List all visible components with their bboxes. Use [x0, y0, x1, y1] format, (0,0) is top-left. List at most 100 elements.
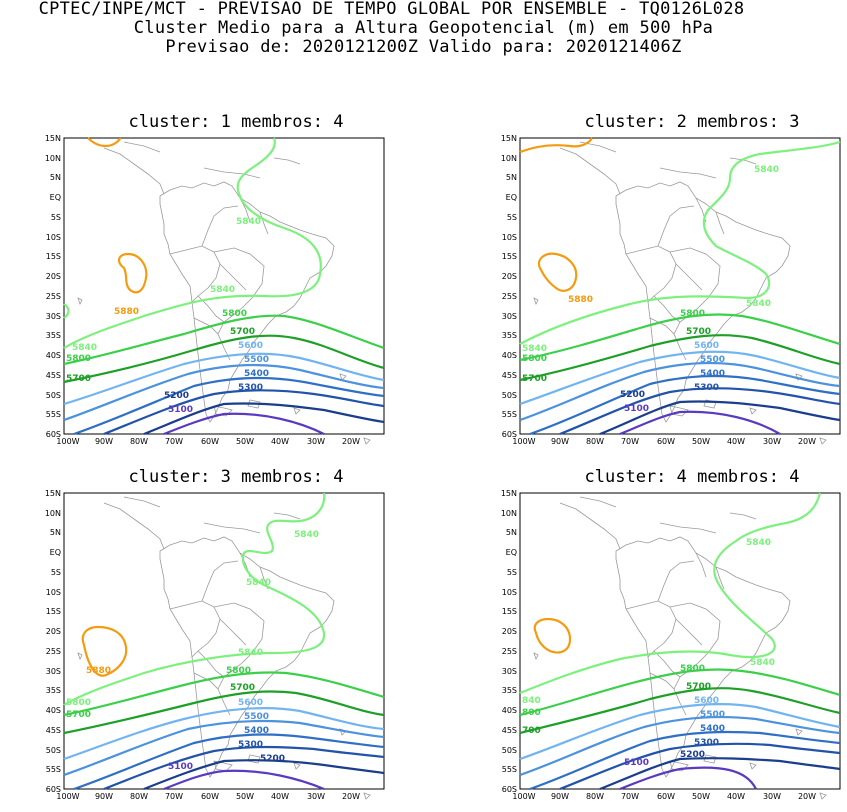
lat-tick-label: 30S [46, 312, 61, 321]
lat-tick-label: 5S [51, 568, 61, 577]
contour-label: 5800 [222, 309, 247, 319]
lon-tick-label: 70W [621, 792, 639, 801]
map-plot: 5880 5840 5840 5840 5800 5800 5700 5700 … [501, 134, 841, 446]
contour-5500 [519, 716, 841, 777]
contour-5840 [63, 492, 326, 706]
panel-title: cluster: 1 membros: 4 [128, 112, 344, 132]
lat-tick-label: 25S [502, 292, 517, 301]
lon-tick-label: 40W [727, 437, 745, 446]
lat-tick-label: 15N [501, 489, 517, 498]
lat-tick-label: 5S [507, 568, 517, 577]
lat-tick-label: 5N [506, 173, 517, 182]
lon-tick-label: 20W [798, 792, 816, 801]
contour-5300 [103, 745, 385, 791]
chart-title-line2: Cluster Medio para a Altura Geopotencial… [133, 18, 714, 38]
contour-label: 5700 [230, 683, 255, 693]
lon-tick-label: 100W [56, 792, 79, 801]
lat-tick-label: 5N [50, 173, 61, 182]
chart-title-line1: CPTEC/INPE/MCT - PREVISAO DE TEMPO GLOBA… [38, 0, 745, 19]
lat-tick-label: 45S [46, 371, 61, 380]
contour-5100 [619, 766, 757, 791]
lon-tick-label: 100W [512, 792, 535, 801]
contour-5400 [73, 733, 385, 791]
contour-5880 [87, 137, 122, 148]
lat-tick-label: 20S [46, 627, 61, 636]
contour-label: 5200 [260, 754, 285, 764]
contour-5880 [81, 625, 128, 677]
contour-label: 5500 [700, 710, 725, 720]
panel-title: cluster: 2 membros: 3 [584, 112, 800, 132]
contour-5600 [63, 352, 385, 406]
contour-label: 5100 [168, 405, 193, 415]
lat-tick-label: 10S [502, 588, 517, 597]
lat-tick-label: 10S [46, 588, 61, 597]
lat-tick-label: 45S [46, 726, 61, 735]
contour-5500 [519, 362, 841, 422]
lon-tick-label: 50W [236, 792, 254, 801]
lat-tick-label: 5N [506, 528, 517, 537]
lat-tick-label: 35S [46, 686, 61, 695]
lon-tick-label: 30W [763, 437, 781, 446]
lat-tick-label: 20S [46, 272, 61, 281]
contour-5880 [519, 137, 593, 154]
lon-tick-label: 60W [657, 792, 675, 801]
contour-label: 5840 [238, 648, 263, 658]
lon-tick-label: 90W [551, 792, 569, 801]
contour-label: 5100 [624, 404, 649, 414]
contour-label: 5840 [522, 344, 547, 354]
lat-tick-label: 60S [46, 785, 61, 794]
contour-label: 5200 [620, 390, 645, 400]
lat-tick-label: 55S [502, 410, 517, 419]
contour-5880 [533, 617, 572, 654]
lat-tick-label: 5S [51, 213, 61, 222]
contour-label: 5840 [246, 578, 271, 588]
contour-label: 5840 [750, 658, 775, 668]
lat-tick-label: 45S [502, 726, 517, 735]
contour-label: 5300 [694, 383, 719, 393]
lat-tick-label: 5N [50, 528, 61, 537]
lon-tick-label: 30W [307, 792, 325, 801]
lat-tick-label: 40S [46, 351, 61, 360]
lon-tick-label: 90W [95, 792, 113, 801]
map-panel-2: cluster: 2 membros: 3 5880 5840 [492, 112, 847, 457]
contour-5600 [519, 350, 841, 406]
map-plot: 5840 5840 840 5800 800 5700 700 5600 550… [501, 489, 841, 801]
contour-5800 [63, 671, 385, 717]
contour-5880 [537, 252, 578, 292]
lat-tick-label: 50S [46, 746, 61, 755]
lat-tick-label: 30S [502, 312, 517, 321]
lat-tick-label: 55S [46, 410, 61, 419]
lat-tick-label: 35S [46, 331, 61, 340]
lat-tick-label: 10N [501, 154, 517, 163]
contour-5200 [599, 400, 841, 436]
lat-tick-label: 25S [46, 647, 61, 656]
lat-tick-label: 15N [45, 489, 61, 498]
contour-5700 [519, 334, 841, 382]
contour-label: 5800 [680, 309, 705, 319]
lat-tick-label: 55S [502, 765, 517, 774]
contour-label: 5600 [238, 698, 263, 708]
contour-5840 [519, 492, 822, 695]
lon-tick-label: 40W [271, 437, 289, 446]
lon-tick-label: 70W [621, 437, 639, 446]
lat-tick-label: 25S [502, 647, 517, 656]
contour-label: 5880 [86, 666, 111, 676]
contour-5100 [163, 412, 325, 436]
contour-5700 [63, 334, 385, 384]
map-panel-4: cluster: 4 membros: 4 5840 5840 840 [492, 467, 847, 812]
lat-tick-label: 15N [501, 134, 517, 143]
contour-label: 5700 [230, 327, 255, 337]
contour-label: 5400 [700, 369, 725, 379]
contour-label: 5800 [66, 698, 91, 708]
contour-5880 [118, 252, 148, 294]
contour-5400 [73, 376, 385, 436]
contour-5300 [559, 387, 841, 436]
lat-tick-label: EQ [50, 548, 61, 557]
contour-label: 5100 [168, 762, 193, 772]
contour-5700 [519, 687, 841, 735]
lon-tick-label: 40W [271, 792, 289, 801]
contour-5200 [143, 759, 385, 791]
panel-title: cluster: 3 membros: 4 [128, 467, 344, 487]
map-plot: 5880 5840 5840 5840 5800 5800 5700 5700 … [45, 134, 385, 446]
lat-tick-label: 25S [46, 292, 61, 301]
